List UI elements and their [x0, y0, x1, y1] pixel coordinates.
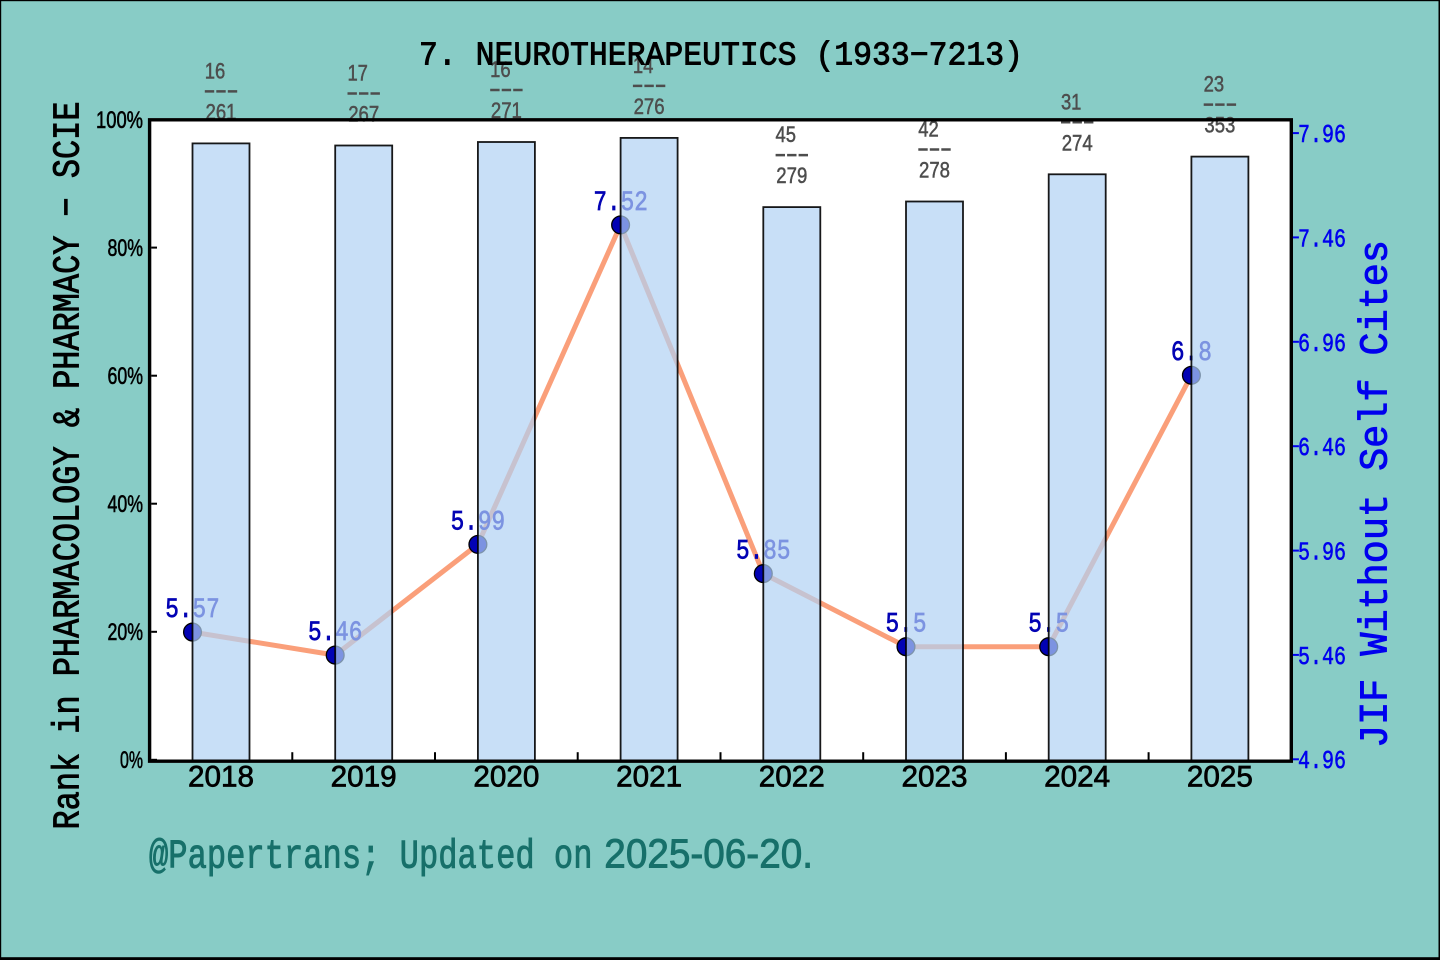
svg-text:2021: 2021: [616, 761, 682, 794]
svg-text:276: 276: [634, 94, 665, 119]
svg-text:60%: 60%: [108, 363, 144, 390]
svg-text:JIF Without Self Cites: JIF Without Self Cites: [1355, 240, 1400, 748]
svg-text:40%: 40%: [108, 491, 144, 518]
svg-text:2019: 2019: [331, 761, 397, 794]
svg-text:20%: 20%: [108, 619, 144, 646]
svg-text:14: 14: [633, 53, 654, 78]
svg-text:2023: 2023: [902, 761, 968, 794]
svg-text:2020: 2020: [473, 761, 539, 794]
svg-text:31: 31: [1061, 89, 1082, 114]
svg-text:4.96: 4.96: [1298, 746, 1346, 776]
svg-text:23: 23: [1204, 72, 1225, 97]
svg-text:100%: 100%: [96, 107, 143, 134]
svg-text:Rank in PHARMACOLOGY & PHARMAC: Rank in PHARMACOLOGY & PHARMACY − SCIE: [48, 101, 91, 829]
svg-text:0%: 0%: [120, 747, 143, 774]
svg-text:5.46: 5.46: [1298, 642, 1346, 672]
svg-text:16: 16: [205, 58, 226, 83]
svg-text:7.46: 7.46: [1298, 224, 1346, 254]
svg-text:6.46: 6.46: [1298, 433, 1346, 463]
svg-text:5.96: 5.96: [1298, 538, 1346, 568]
svg-text:2025-06-20.: 2025-06-20.: [604, 831, 813, 877]
svg-text:7. NEUROTHERAPEUTICS (1933−721: 7. NEUROTHERAPEUTICS (1933−7213): [419, 38, 1023, 75]
svg-text:7.96: 7.96: [1298, 120, 1346, 150]
svg-text:267: 267: [348, 102, 379, 127]
svg-text:@Papertrans; Updated on: @Papertrans; Updated on: [149, 835, 593, 881]
svg-text:2022: 2022: [759, 761, 825, 794]
svg-text:2018: 2018: [188, 761, 254, 794]
svg-text:279: 279: [776, 163, 807, 188]
svg-text:42: 42: [918, 117, 939, 142]
svg-text:17: 17: [347, 61, 368, 86]
svg-text:353: 353: [1204, 113, 1235, 138]
svg-text:2024: 2024: [1044, 761, 1110, 794]
svg-text:274: 274: [1062, 130, 1093, 155]
svg-text:2025: 2025: [1187, 761, 1253, 794]
svg-text:45: 45: [776, 122, 797, 147]
svg-text:278: 278: [919, 158, 950, 183]
svg-text:6.96: 6.96: [1298, 329, 1346, 359]
svg-text:16: 16: [490, 57, 511, 82]
svg-text:80%: 80%: [108, 235, 144, 262]
